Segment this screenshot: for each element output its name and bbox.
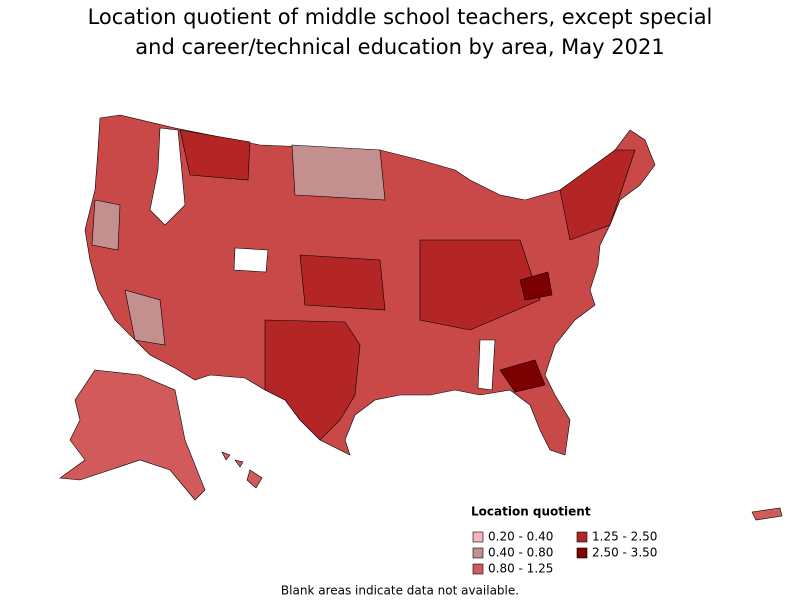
legend-swatch <box>576 531 588 543</box>
legend-label: 1.25 - 2.50 <box>592 530 657 544</box>
region-very-high <box>499 359 546 393</box>
footnote: Blank areas indicate data not available. <box>281 584 519 598</box>
legend-label: 0.80 - 1.25 <box>488 562 553 576</box>
legend-swatch <box>472 531 484 543</box>
legend-swatch <box>576 547 588 559</box>
region-low <box>91 199 121 251</box>
hawaii <box>221 451 263 489</box>
legend-title: Location quotient <box>471 505 591 519</box>
region-low <box>291 144 386 201</box>
region-high <box>299 254 386 311</box>
region-high <box>179 129 251 181</box>
region-high <box>419 239 541 331</box>
region-high <box>559 149 636 241</box>
title: Location quotient of middle school teach… <box>87 5 713 59</box>
region-blank <box>477 339 496 391</box>
legend-swatch <box>472 547 484 559</box>
alaska <box>59 369 206 501</box>
puerto-rico <box>751 507 783 521</box>
map <box>59 114 783 521</box>
region-blank <box>149 127 186 226</box>
region-low <box>124 289 166 346</box>
legend-swatch <box>472 563 484 575</box>
legend-label: 0.20 - 0.40 <box>488 530 553 544</box>
legend-label: 2.50 - 3.50 <box>592 546 657 560</box>
region-blank <box>233 247 269 273</box>
region-high <box>264 319 361 441</box>
legend-label: 0.40 - 0.80 <box>488 546 553 560</box>
region-very-high <box>519 271 553 301</box>
